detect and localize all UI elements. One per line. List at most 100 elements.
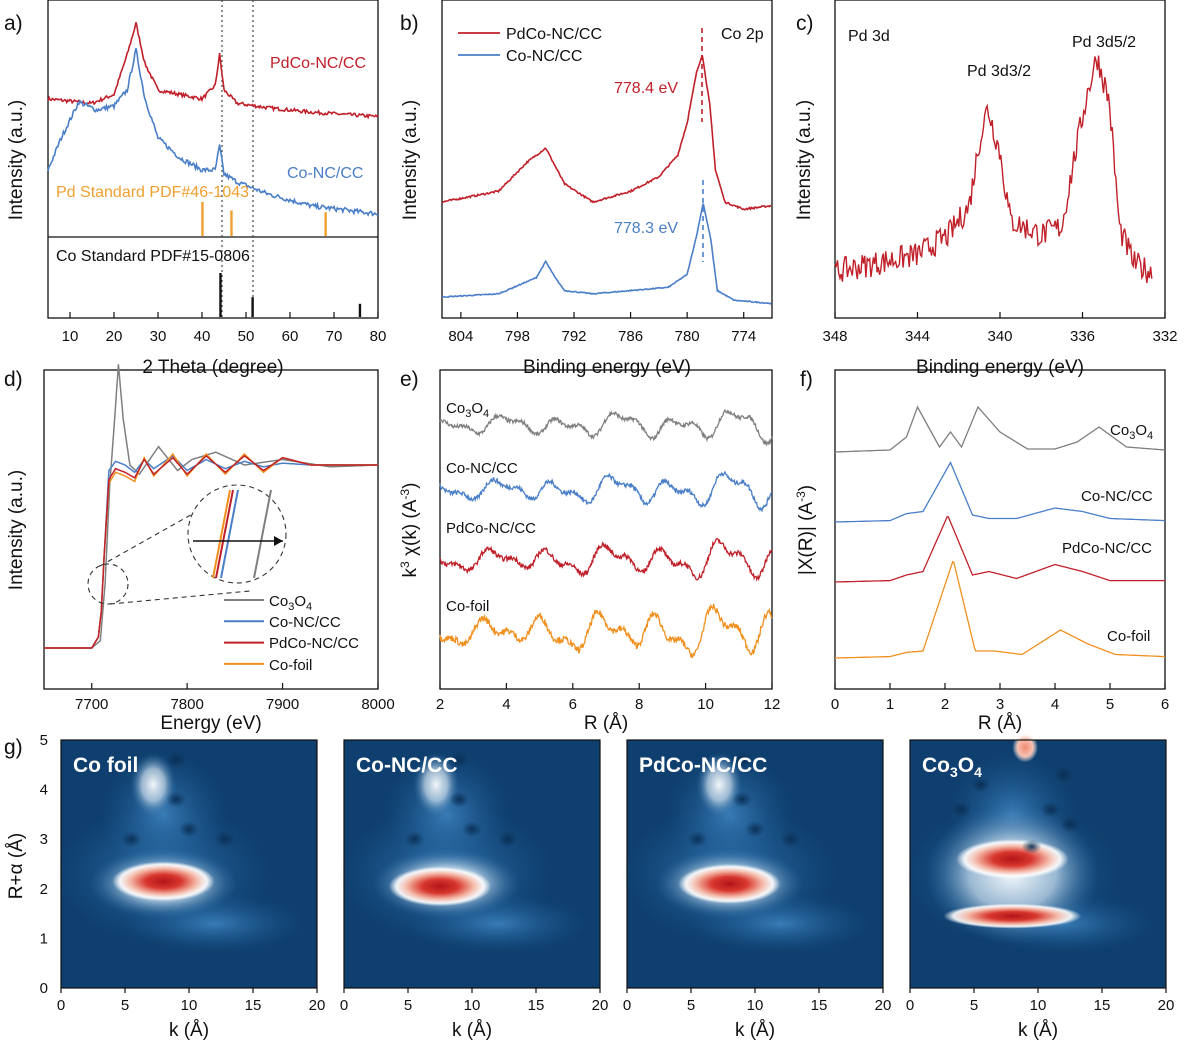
- x-tick-label: 10: [1030, 997, 1047, 1014]
- panel-c-xticks: 348 344 340 336 332: [822, 312, 1178, 345]
- heatmap-minimum: [951, 801, 972, 818]
- x-tick-label: 50: [238, 328, 255, 345]
- heatmap-minimum: [449, 751, 470, 768]
- panel-b-ylabel: Intensity (a.u.): [400, 100, 421, 220]
- series-co-foil-exafs: [439, 603, 773, 659]
- panel-d-label: d): [4, 368, 23, 391]
- peak-label-778-3: 778.3 eV: [614, 220, 678, 237]
- heatmap-minimum: [462, 821, 482, 838]
- inset-edge-line: [215, 489, 234, 579]
- x-tick-label: 792: [561, 328, 586, 345]
- region-label-pd3d: Pd 3d: [848, 28, 890, 45]
- x-tick-label: 3: [996, 696, 1004, 713]
- heatmap-minimum: [179, 821, 199, 838]
- x-tick-label: 5: [404, 997, 412, 1014]
- heatmap-minimum: [449, 791, 470, 808]
- heatmaps: Co foil 0 5 10 15 20 k (Å) Co-NC/CC 0 5 10 15 20 k (Å…: [55, 732, 1174, 1041]
- x-tick-label: 336: [1070, 328, 1095, 345]
- panel-g-ylabel: R+α (Å): [6, 833, 27, 899]
- x-tick-label: 7800: [170, 696, 203, 713]
- x-tick-label: 6: [569, 696, 577, 713]
- panel-f-ylabel: |X(R)| (A-3): [794, 485, 817, 575]
- panel-b-xticks: 804 798 792 786 780 774: [448, 312, 756, 345]
- x-tick-label: 30: [150, 328, 167, 345]
- e-label-pdco: PdCo-NC/CC: [446, 520, 536, 537]
- heatmap-minimum: [497, 831, 518, 848]
- x-tick-label: 40: [194, 328, 211, 345]
- co-standard-sticks: [219, 273, 362, 317]
- f-label-co-nc: Co-NC/CC: [1081, 488, 1153, 505]
- series-pdco-xanes: [44, 454, 378, 649]
- x-tick-label: 348: [822, 328, 847, 345]
- panel-a-xticks: 10 20 30 40 50 60 70 80: [62, 312, 386, 345]
- x-tick-label: 15: [528, 997, 545, 1014]
- heatmap-minimum: [780, 831, 801, 848]
- x-tick-label: 20: [875, 997, 892, 1014]
- inset-edge-line: [220, 489, 239, 579]
- panel-f-xlabel: R (Å): [978, 713, 1022, 734]
- panel-c-xlabel: Binding energy (eV): [916, 357, 1084, 378]
- series-pdco-xps: [441, 54, 772, 211]
- heatmap-3: PdCo-NC/CC 0 5 10 15 20 k (Å): [621, 739, 892, 1041]
- x-tick-label: 15: [245, 997, 262, 1014]
- panel-g-yticks: 0 1 2 3 4 5: [40, 732, 48, 997]
- panel-c-label: c): [796, 12, 814, 35]
- y-tick-label: 2: [40, 881, 48, 898]
- x-tick-label: 5: [121, 997, 129, 1014]
- panel-d-frame: [43, 369, 379, 690]
- x-tick-label: 798: [505, 328, 530, 345]
- inset-edge-line: [253, 489, 272, 579]
- panel-c: c) Pd 3d Pd 3d3/2 Pd 3d5/2 348 344 340 336 3…: [794, 0, 1178, 378]
- y-tick-label: 4: [40, 782, 48, 799]
- heatmap-xlabel: k (Å): [735, 1020, 775, 1041]
- x-tick-label: 0: [906, 997, 914, 1014]
- heatmap-minimum: [404, 831, 425, 848]
- e-label-co3o4: Co3O4: [446, 400, 489, 420]
- panel-a-label: a): [4, 12, 23, 35]
- heatmap-minimum: [214, 831, 235, 848]
- x-tick-label: 774: [731, 328, 756, 345]
- pd-standard-sticks: [201, 202, 327, 236]
- x-tick-label: 20: [309, 997, 326, 1014]
- shift-arrow-head: [274, 536, 283, 546]
- y-tick-label: 5: [40, 732, 48, 749]
- legend-label-co: Co-NC/CC: [506, 48, 582, 65]
- label-co-standard: Co Standard PDF#15-0806: [56, 248, 250, 265]
- x-tick-label: 332: [1152, 328, 1177, 345]
- x-tick-label: 4: [1051, 696, 1059, 713]
- x-tick-label: 60: [282, 328, 299, 345]
- y-tick-label: 0: [40, 980, 48, 997]
- x-tick-label: 0: [623, 997, 631, 1014]
- x-tick-label: 5: [970, 997, 978, 1014]
- heatmap-secondary-peak: [413, 752, 460, 817]
- heatmap-title: Co foil: [73, 754, 138, 777]
- panel-e-ylabel: k3 χ(k) (A-3): [398, 483, 421, 578]
- x-tick-label: 0: [57, 997, 65, 1014]
- panel-c-ylabel: Intensity (a.u.): [794, 100, 815, 220]
- series-co3o4-exafs: [439, 408, 773, 447]
- series-co-nc-ft: [835, 461, 1165, 523]
- x-tick-label: 0: [340, 997, 348, 1014]
- heatmap-xlabel: k (Å): [1018, 1020, 1058, 1041]
- f-label-pdco: PdCo-NC/CC: [1062, 540, 1152, 557]
- x-tick-label: 10: [181, 997, 198, 1014]
- series-co3o4-ft: [835, 405, 1166, 453]
- x-tick-label: 0: [831, 696, 839, 713]
- panel-d-xticks: 7700 7800 7900 8000: [75, 683, 395, 713]
- panel-f: f) Co3O4 Co-NC/CC PdCo-NC/CC Co-foil 0 1 2…: [794, 368, 1169, 734]
- heatmap-minimum: [970, 776, 991, 793]
- panel-d-ylabel: Intensity (a.u.): [6, 470, 27, 590]
- panel-e-xticks: 2 4 6 8 10 12: [436, 683, 780, 713]
- panel-e-xlabel: R (Å): [584, 713, 628, 734]
- e-label-co-foil: Co-foil: [446, 598, 489, 615]
- x-tick-label: 1: [886, 696, 894, 713]
- heatmap-minimum: [687, 831, 708, 848]
- heatmap-minimum: [1021, 839, 1042, 854]
- panel-e-label: e): [400, 368, 419, 391]
- x-tick-label: 804: [448, 328, 473, 345]
- label-pdco-nc-cc: PdCo-NC/CC: [270, 55, 366, 72]
- heatmap-xlabel: k (Å): [169, 1020, 209, 1041]
- panel-a-frame: [47, 0, 379, 319]
- zoom-connector-top: [99, 511, 197, 567]
- series-pd3d: [834, 55, 1153, 283]
